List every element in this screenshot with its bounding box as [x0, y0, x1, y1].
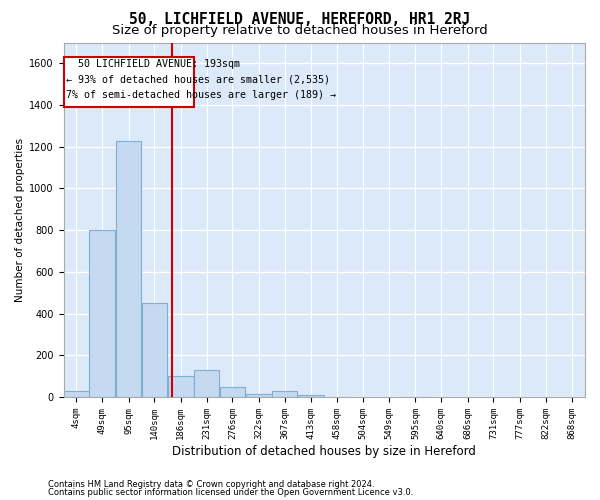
- Y-axis label: Number of detached properties: Number of detached properties: [15, 138, 25, 302]
- Bar: [194, 370, 220, 397]
- Bar: [116, 140, 142, 397]
- Text: 50, LICHFIELD AVENUE, HEREFORD, HR1 2RJ: 50, LICHFIELD AVENUE, HEREFORD, HR1 2RJ: [130, 12, 470, 28]
- Bar: [64, 390, 89, 397]
- Text: ← 93% of detached houses are smaller (2,535): ← 93% of detached houses are smaller (2,…: [66, 75, 330, 85]
- Bar: [298, 396, 324, 397]
- FancyBboxPatch shape: [64, 57, 194, 107]
- Text: 7% of semi-detached houses are larger (189) →: 7% of semi-detached houses are larger (1…: [66, 90, 336, 101]
- Text: Size of property relative to detached houses in Hereford: Size of property relative to detached ho…: [112, 24, 488, 37]
- Bar: [142, 303, 167, 397]
- Bar: [220, 386, 245, 397]
- Bar: [246, 394, 272, 397]
- Text: 50 LICHFIELD AVENUE: 193sqm: 50 LICHFIELD AVENUE: 193sqm: [66, 59, 240, 69]
- X-axis label: Distribution of detached houses by size in Hereford: Distribution of detached houses by size …: [172, 444, 476, 458]
- Text: Contains HM Land Registry data © Crown copyright and database right 2024.: Contains HM Land Registry data © Crown c…: [48, 480, 374, 489]
- Bar: [89, 230, 115, 397]
- Bar: [168, 376, 194, 397]
- Bar: [272, 390, 298, 397]
- Text: Contains public sector information licensed under the Open Government Licence v3: Contains public sector information licen…: [48, 488, 413, 497]
